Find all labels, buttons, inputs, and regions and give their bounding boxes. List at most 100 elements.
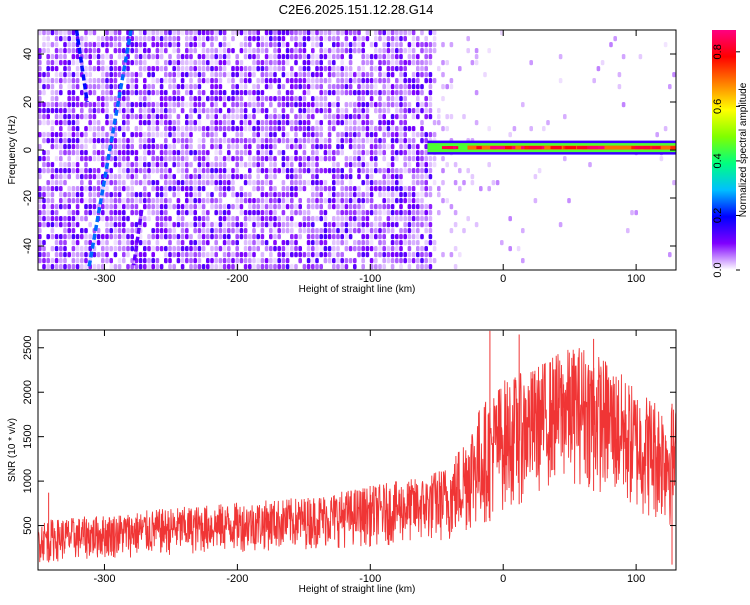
- spectrogram-cell: [327, 54, 332, 60]
- spectrogram-cell: [407, 240, 412, 246]
- spectrogram-cell: [42, 222, 46, 228]
- spectrogram-cell: [201, 204, 206, 210]
- spectrogram-cell: [369, 240, 374, 246]
- spectrogram-cell: [75, 114, 80, 120]
- spectrogram-cell: [222, 102, 227, 108]
- spectrogram-cell: [210, 252, 214, 258]
- spectrogram-cell: [206, 180, 210, 186]
- spectrogram-cell: [189, 204, 193, 210]
- spectrogram-cell: [84, 138, 88, 144]
- spectrogram-cell: [290, 102, 294, 108]
- figure-title: C2E6.2025.151.12.28.G14: [279, 2, 434, 17]
- spectrogram-cell: [239, 48, 244, 54]
- spectrogram-cell: [243, 72, 248, 78]
- spectrogram-cell: [285, 228, 290, 234]
- spectrogram-cell: [38, 252, 42, 258]
- spectrogram-cell: [143, 186, 147, 192]
- spectrogram-cell: [201, 96, 206, 102]
- spectrogram-cell: [122, 216, 126, 222]
- spectrogram-cell: [172, 144, 176, 150]
- spectrogram-cell: [168, 198, 172, 204]
- spectrogram-cell: [290, 228, 294, 234]
- spectrogram-cell: [92, 138, 97, 144]
- spectrogram-cell: [164, 150, 168, 156]
- spectrogram-cell: [365, 234, 370, 240]
- spectrogram-cell: [155, 114, 160, 120]
- spectrogram-cell: [172, 84, 176, 90]
- spectrogram-cell: [290, 96, 294, 102]
- spectrogram-cell: [336, 120, 340, 126]
- spectrogram-cell: [365, 192, 370, 198]
- spectrogram-cell: [50, 204, 55, 210]
- spectrogram-cell: [668, 84, 672, 90]
- spectrogram-cell: [521, 102, 525, 108]
- spectrogram-cell: [378, 90, 382, 96]
- spectrogram-cell: [71, 192, 76, 198]
- spectrogram-cell: [382, 210, 386, 216]
- spectrogram-cell: [361, 222, 365, 228]
- spectrogram-cell: [180, 252, 185, 258]
- spectrogram-cell: [185, 162, 189, 168]
- spectrogram-cell: [67, 84, 71, 90]
- spectrogram-cell: [399, 168, 403, 174]
- spectrogram-cell: [336, 96, 340, 102]
- spectrogram-cell: [243, 252, 248, 258]
- spectrogram-cell: [290, 30, 294, 36]
- spectrogram-cell: [210, 60, 214, 66]
- spectrogram-cell: [172, 222, 176, 228]
- spectrogram-cell: [239, 198, 244, 204]
- spectrogram-cell: [189, 108, 193, 114]
- spectrogram-cell: [298, 108, 302, 114]
- spectrogram-cell: [88, 174, 92, 180]
- spectrogram-cell: [134, 60, 139, 66]
- spectrogram-cell: [88, 90, 92, 96]
- spectrogram-cell: [59, 60, 63, 66]
- spectrogram-cell: [395, 108, 399, 114]
- spectrogram-cell: [54, 78, 59, 84]
- spectrogram-cell: [227, 60, 231, 66]
- spectrogram-cell: [126, 66, 130, 72]
- spectrogram-cell: [218, 216, 223, 222]
- spectrogram-cell: [193, 36, 197, 42]
- spectrogram-cell: [185, 246, 189, 252]
- spectrogram-cell: [248, 150, 252, 156]
- spectrogram-cell: [71, 258, 76, 264]
- spectrogram-cell: [558, 222, 563, 228]
- spectrogram-cell: [327, 72, 332, 78]
- spectrogram-cell: [235, 144, 239, 150]
- spectrogram-cell: [54, 144, 59, 150]
- spectrogram-cell: [235, 66, 239, 72]
- spectrogram-cell: [54, 72, 59, 78]
- spectrogram-cell: [416, 84, 420, 90]
- spectrogram-cell: [264, 84, 269, 90]
- spectrogram-cell: [172, 204, 176, 210]
- spectrogram-cell: [185, 204, 189, 210]
- spectrogram-cell: [50, 144, 55, 150]
- spectrogram-cell: [71, 72, 76, 78]
- spectrogram-cell: [159, 54, 164, 60]
- spectrogram-cell: [390, 234, 395, 240]
- spectrogram-cell: [264, 240, 269, 246]
- spectrogram-cell: [197, 228, 202, 234]
- spectrogram-cell: [327, 198, 332, 204]
- spectrogram-cell: [357, 96, 361, 102]
- spectrogram-cell: [193, 264, 197, 270]
- spectrogram-cell: [239, 72, 244, 78]
- spectrogram-cell: [243, 108, 248, 114]
- spectrogram-cell: [50, 246, 55, 252]
- spectrogram-cell: [302, 120, 307, 126]
- spectrogram-cell: [269, 222, 273, 228]
- spectrogram-cell: [395, 150, 399, 156]
- spectrogram-cell: [126, 90, 130, 96]
- spectrogram-cell: [113, 96, 118, 102]
- spectrogram-cell: [54, 138, 59, 144]
- spectrogram-cell: [315, 60, 319, 66]
- spectrogram-cell: [197, 216, 202, 222]
- spectrogram-cell: [390, 126, 395, 132]
- spectrogram-cell: [105, 234, 109, 240]
- spectrogram-cell: [294, 30, 298, 36]
- spectrogram-cell: [113, 174, 118, 180]
- spectrogram-cell: [252, 228, 256, 234]
- spectrogram-cell: [80, 180, 84, 186]
- spectrogram-cell: [172, 156, 176, 162]
